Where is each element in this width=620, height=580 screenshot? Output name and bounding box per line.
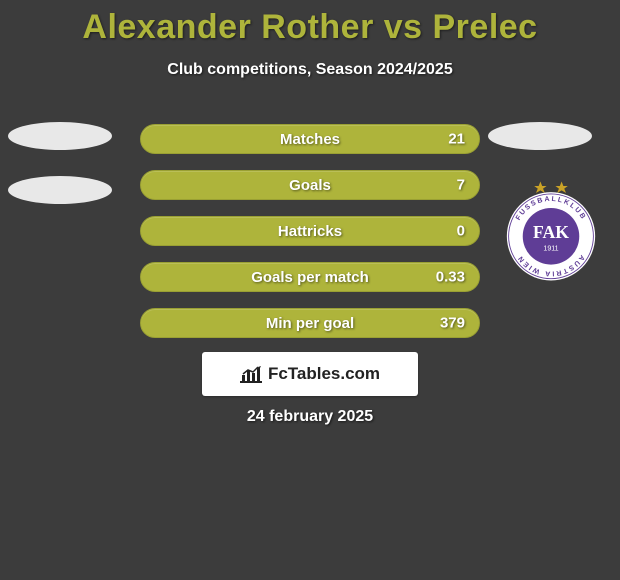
stat-label: Matches bbox=[280, 131, 340, 148]
club-year: 1911 bbox=[543, 245, 558, 252]
page-title: Alexander Rother vs Prelec bbox=[0, 0, 620, 47]
right-player-placeholder bbox=[488, 122, 592, 150]
left-player-placeholders bbox=[8, 122, 118, 230]
stat-value-right: 379 bbox=[440, 315, 465, 332]
watermark-text: FcTables.com bbox=[268, 364, 380, 384]
stat-bar: Goals 7 bbox=[140, 170, 480, 200]
stat-label: Goals bbox=[289, 177, 331, 194]
stat-bar: Matches 21 bbox=[140, 124, 480, 154]
stat-bar: Goals per match 0.33 bbox=[140, 262, 480, 292]
club-monogram: FAK bbox=[533, 222, 569, 242]
stat-label: Min per goal bbox=[266, 315, 354, 332]
stat-label: Goals per match bbox=[251, 269, 369, 286]
placeholder-ellipse bbox=[8, 176, 112, 204]
stat-value-right: 21 bbox=[448, 131, 465, 148]
watermark: FcTables.com bbox=[202, 352, 418, 396]
club-badge: FUSSBALLKLUB AUSTRIA WIEN FAK 1911 bbox=[498, 178, 604, 284]
stat-label: Hattricks bbox=[278, 223, 342, 240]
chart-icon bbox=[240, 365, 262, 383]
subtitle: Club competitions, Season 2024/2025 bbox=[0, 61, 620, 79]
date: 24 february 2025 bbox=[0, 408, 620, 426]
stat-bar: Min per goal 379 bbox=[140, 308, 480, 338]
stat-value-right: 7 bbox=[457, 177, 465, 194]
stats-bars: Matches 21 Goals 7 Hattricks 0 Goals per… bbox=[140, 124, 480, 354]
placeholder-ellipse bbox=[8, 122, 112, 150]
stat-value-right: 0.33 bbox=[436, 269, 465, 286]
stat-value-right: 0 bbox=[457, 223, 465, 240]
stat-bar: Hattricks 0 bbox=[140, 216, 480, 246]
